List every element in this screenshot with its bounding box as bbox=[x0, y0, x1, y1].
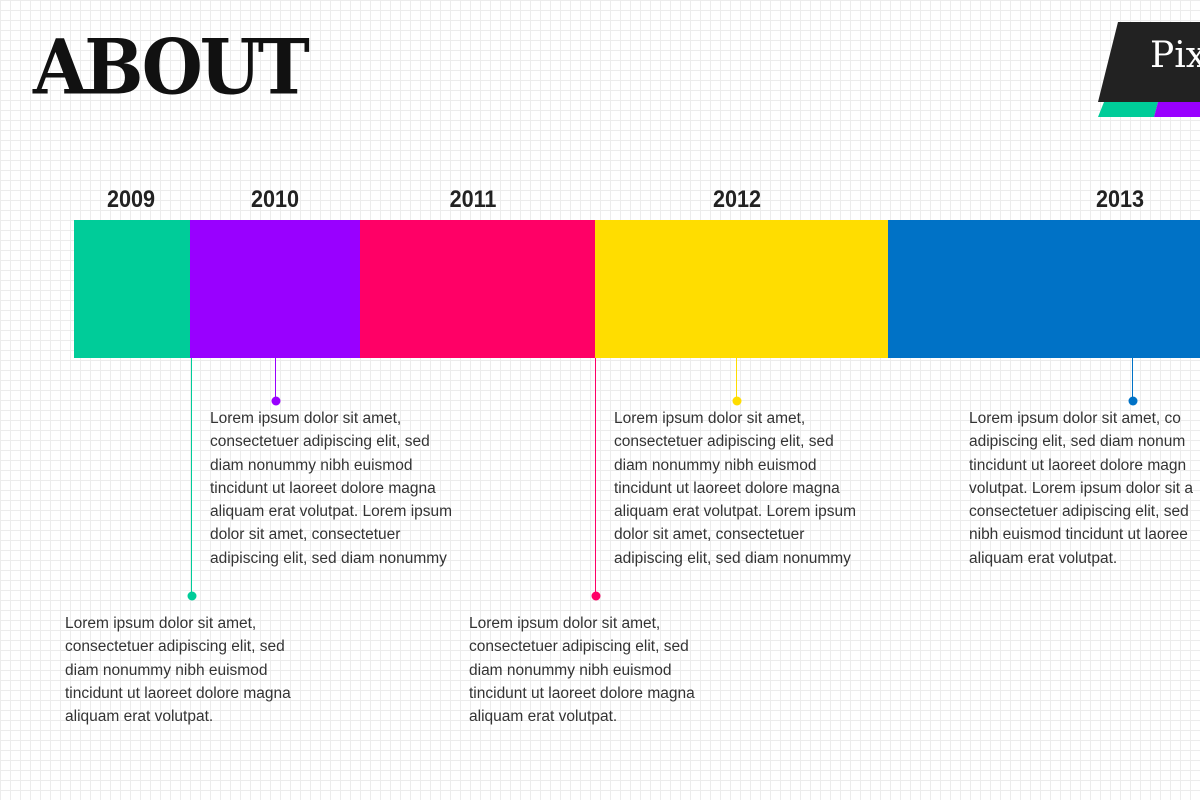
timeline-segment bbox=[888, 220, 1200, 358]
timeline-connector-line bbox=[1132, 358, 1133, 401]
page-title: ABOUT bbox=[33, 22, 310, 113]
timeline-description: Lorem ipsum dolor sit amet, consectetuer… bbox=[469, 615, 695, 726]
brand-logo-text: Pix bbox=[1150, 35, 1200, 76]
timeline-dot bbox=[1128, 396, 1137, 406]
timeline-segment bbox=[190, 220, 360, 358]
timeline-dot bbox=[591, 591, 600, 601]
brand-logo[interactable]: Pix bbox=[1098, 22, 1200, 118]
year-label: 2012 bbox=[712, 186, 762, 213]
year-label: 2013 bbox=[1095, 186, 1145, 213]
brand-logo-stripe-green bbox=[1098, 102, 1158, 117]
year-label: 2009 bbox=[106, 186, 156, 213]
timeline-description: Lorem ipsum dolor sit amet, co adipiscin… bbox=[969, 410, 1193, 567]
timeline-connector-line bbox=[595, 358, 596, 596]
timeline-description: Lorem ipsum dolor sit amet, consectetuer… bbox=[614, 410, 857, 567]
timeline-segment bbox=[74, 220, 190, 358]
year-label: 2010 bbox=[250, 186, 300, 213]
timeline-description: Lorem ipsum dolor sit amet, consectetuer… bbox=[65, 615, 291, 726]
brand-logo-stripe-purple bbox=[1154, 102, 1200, 117]
timeline-description: Lorem ipsum dolor sit amet, consectetuer… bbox=[210, 410, 453, 567]
timeline-dot bbox=[271, 396, 280, 406]
timeline-dot bbox=[187, 591, 196, 601]
brand-logo-background bbox=[1098, 22, 1200, 102]
timeline-connector-line bbox=[275, 358, 276, 401]
year-label: 2011 bbox=[449, 186, 497, 213]
timeline-dot bbox=[732, 396, 741, 406]
timeline-connector-line bbox=[191, 358, 192, 596]
timeline-connector-line bbox=[736, 358, 737, 401]
timeline-segment bbox=[595, 220, 888, 358]
timeline-segment bbox=[360, 220, 595, 358]
